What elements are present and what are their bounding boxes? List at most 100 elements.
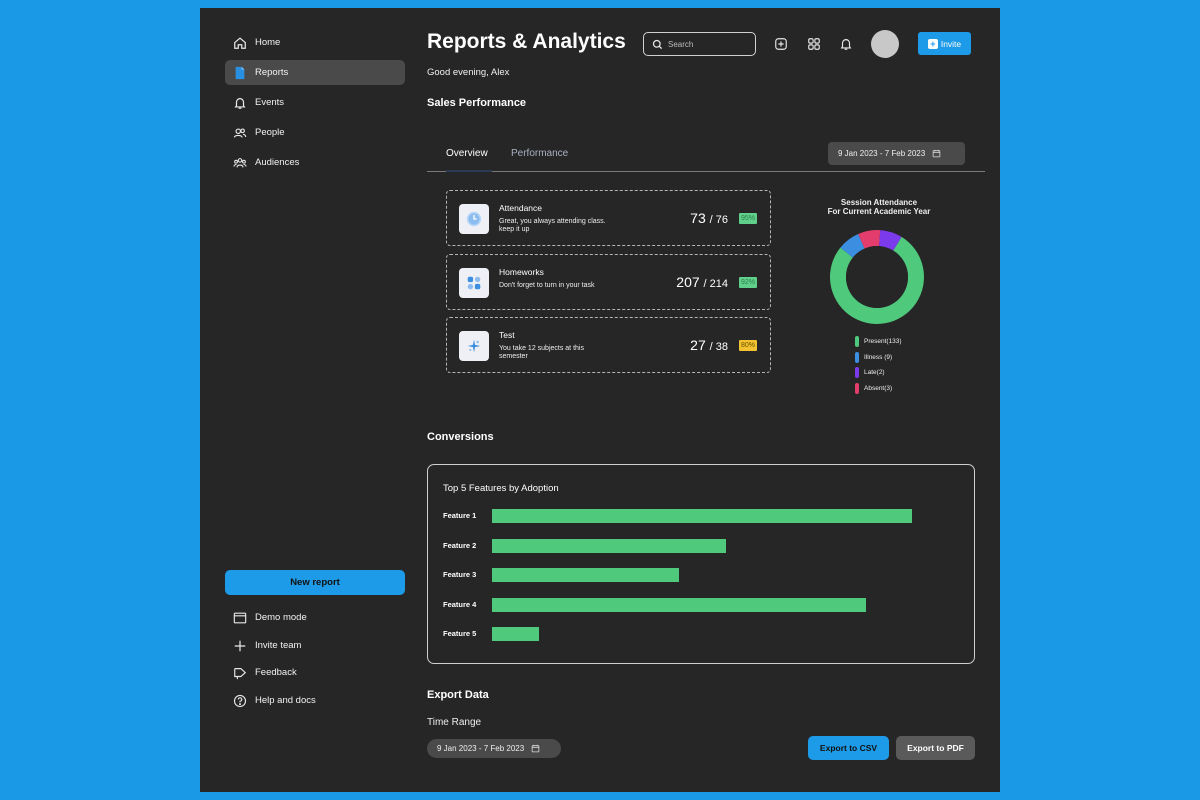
date-range-text: 9 Jan 2023 - 7 Feb 2023	[838, 149, 926, 158]
legend-item-illness: Illness (9)	[855, 352, 892, 363]
sidebar-item-audiences[interactable]: Audiences	[225, 150, 405, 175]
sidebar-item-label: Help and docs	[255, 695, 316, 706]
notifications-button[interactable]	[837, 35, 855, 53]
help-icon	[233, 694, 247, 708]
add-icon-button[interactable]	[772, 35, 790, 53]
donut-segment-absent	[858, 230, 881, 249]
status-badge: 92%	[738, 277, 757, 288]
sidebar-item-events[interactable]: Events	[225, 90, 405, 115]
new-report-button[interactable]: New report	[225, 570, 405, 595]
plus-icon: +	[927, 38, 938, 49]
sidebar-item-home[interactable]: Home	[225, 30, 405, 55]
apps-icon-button[interactable]	[805, 35, 823, 53]
sidebar-item-label: Feedback	[255, 667, 297, 678]
export-csv-button[interactable]: Export to CSV	[808, 736, 889, 760]
status-badge: 80%	[738, 340, 757, 351]
donut-title: Session Attendance For Current Academic …	[802, 198, 956, 216]
date-range-text: 9 Jan 2023 - 7 Feb 2023	[437, 744, 525, 753]
attendance-card[interactable]: Attendance Great, you always attending c…	[446, 190, 771, 246]
sidebar: Home Reports Events People Audiences	[200, 8, 416, 792]
sidebar-item-reports[interactable]: Reports	[225, 60, 405, 85]
sidebar-item-label: People	[255, 127, 285, 138]
card-description: You take 12 subjects at this semester	[499, 345, 584, 360]
search-icon	[652, 39, 663, 49]
card-value-number: 73	[690, 210, 706, 226]
bar-feature-2	[492, 538, 726, 553]
grid-icon	[459, 268, 489, 298]
greeting-text: Good evening, Alex	[427, 67, 510, 78]
audience-icon	[233, 156, 247, 170]
card-value-number: 207	[676, 274, 700, 290]
donut-segment-late	[879, 230, 902, 251]
conversions-title: Conversions	[427, 431, 494, 443]
sidebar-item-label: Reports	[255, 67, 289, 78]
card-value-total: / 214	[703, 278, 728, 290]
sidebar-item-feedback[interactable]: Feedback	[225, 660, 405, 685]
invite-button[interactable]: + Invite	[918, 32, 971, 55]
tab-overview[interactable]: Overview	[446, 148, 488, 159]
date-range-picker[interactable]: 9 Jan 2023 - 7 Feb 2023	[828, 142, 965, 165]
card-title: Test	[499, 330, 515, 340]
active-tab-indicator	[446, 170, 492, 172]
sidebar-item-invite-team[interactable]: Invite team	[225, 633, 405, 658]
star-icon	[459, 331, 489, 361]
bar-feature-1	[492, 509, 913, 523]
export-data-title: Export Data	[427, 689, 489, 701]
clock-icon	[459, 204, 489, 234]
legend-swatch	[855, 352, 859, 363]
card-value: 73 / 76	[690, 210, 728, 226]
status-badge: 95%	[738, 213, 757, 224]
app-window: Home Reports Events People Audiences	[200, 8, 1000, 792]
chart-title: Top 5 Features by Adoption	[443, 483, 559, 494]
card-title: Attendance	[499, 203, 543, 213]
card-value: 207 / 214	[676, 274, 728, 290]
export-date-range-picker[interactable]: 9 Jan 2023 - 7 Feb 2023	[427, 739, 561, 758]
card-description: Great, you always attending class. keep …	[499, 218, 606, 233]
tab-performance[interactable]: Performance	[511, 148, 569, 159]
export-pdf-button[interactable]: Export to PDF	[896, 736, 975, 760]
page-title: Reports & Analytics	[427, 30, 626, 53]
legend-swatch	[855, 367, 859, 378]
report-icon	[233, 66, 247, 80]
legend-item-late: Late(2)	[855, 367, 885, 378]
legend-swatch	[855, 383, 859, 394]
test-card[interactable]: Test You take 12 subjects at this semest…	[446, 317, 771, 373]
time-range-label: Time Range	[427, 717, 482, 728]
legend-item-present: Present(133)	[855, 336, 902, 347]
people-icon	[233, 126, 247, 140]
donut-hole	[846, 246, 908, 308]
sidebar-item-label: Home	[255, 37, 281, 48]
sidebar-item-label: Audiences	[255, 157, 300, 168]
sidebar-item-label: Demo mode	[255, 612, 307, 623]
legend-label: Late(2)	[864, 369, 885, 376]
bar-label: Feature 2	[443, 540, 477, 550]
search-box[interactable]	[643, 32, 756, 56]
bar-label: Feature 3	[443, 570, 477, 579]
bell-icon	[233, 96, 247, 110]
legend-swatch	[855, 336, 859, 347]
legend-item-absent: Absent(3)	[855, 383, 892, 394]
sidebar-item-demo-mode[interactable]: Demo mode	[225, 605, 405, 630]
donut-title-line2: For Current Academic Year	[827, 207, 931, 216]
tab-divider	[427, 171, 985, 172]
megaphone-icon	[233, 666, 247, 680]
legend-label: Illness (9)	[864, 354, 893, 361]
avatar[interactable]	[871, 30, 899, 58]
sidebar-item-people[interactable]: People	[225, 120, 405, 145]
card-value-total: / 76	[709, 214, 728, 226]
card-title: Homeworks	[499, 267, 544, 277]
bar-label: Feature 5	[443, 629, 477, 638]
sidebar-item-help-and-docs[interactable]: Help and docs	[225, 688, 405, 713]
calendar-icon	[531, 744, 540, 753]
donut-title-line1: Session Attendance	[840, 198, 918, 207]
add-square-icon	[775, 38, 787, 50]
card-description: Don't forget to turn in your task	[499, 282, 595, 289]
search-input[interactable]	[668, 39, 748, 49]
legend-label: Absent(3)	[864, 385, 893, 392]
window-icon	[233, 611, 247, 625]
legend-label: Present(133)	[864, 338, 902, 345]
sidebar-item-label: Invite team	[255, 640, 302, 651]
bar-label: Feature 4	[443, 599, 477, 609]
sales-performance-title: Sales Performance	[427, 97, 527, 109]
homeworks-card[interactable]: Homeworks Don't forget to turn in your t…	[446, 254, 771, 310]
